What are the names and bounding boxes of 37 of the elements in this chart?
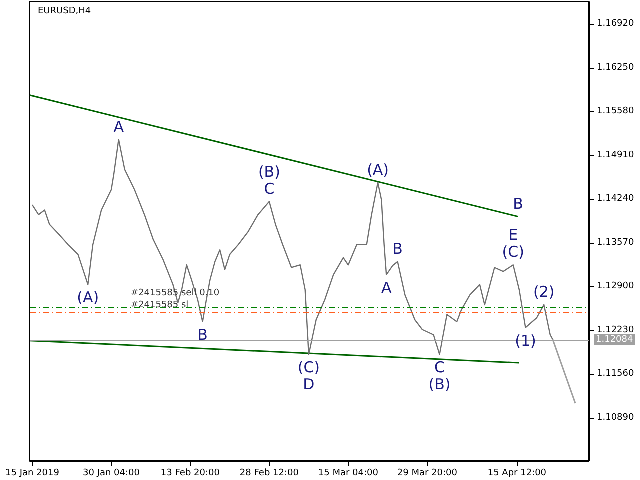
- y-tick-label: 1.16920: [597, 19, 634, 30]
- y-tick-label: 1.14910: [597, 150, 634, 160]
- y-tick-label: 1.13570: [597, 238, 634, 248]
- x-tick-label: 15 Jan 2019: [5, 468, 60, 478]
- annotation: (B): [428, 376, 451, 394]
- y-tick-label: 1.16250: [597, 62, 634, 73]
- annotation: E: [508, 226, 518, 244]
- annotation: B: [392, 240, 403, 258]
- annotation: (B): [258, 162, 280, 181]
- ref-line-label: #2415585 sl: [131, 300, 189, 311]
- annotation: (A): [77, 288, 100, 307]
- y-tick-label: 1.10890: [597, 412, 634, 423]
- annotation: (1): [515, 332, 536, 350]
- annotation: (C): [298, 358, 320, 377]
- annotation: (C): [502, 243, 524, 262]
- annotation: (A): [367, 160, 390, 179]
- annotation: B: [513, 194, 524, 213]
- text: EURUSD,H4: [38, 6, 92, 16]
- annotation: A: [114, 118, 125, 136]
- x-tick-label: 13 Feb 20:00: [160, 468, 220, 478]
- annotation: D: [303, 376, 315, 394]
- annotation: A: [381, 278, 392, 297]
- annotation: C: [264, 180, 275, 198]
- x-tick-label: 29 Mar 20:00: [397, 468, 458, 478]
- x-tick-label: 30 Jan 04:00: [82, 468, 140, 478]
- ref-line-label: 1.12084: [596, 334, 634, 345]
- annotation: C: [434, 358, 446, 377]
- y-tick-label: 1.15580: [597, 106, 634, 117]
- annotation: B: [198, 326, 208, 344]
- x-tick-label: 15 Apr 12:00: [488, 468, 547, 478]
- y-tick-label: 1.14240: [597, 194, 634, 204]
- annotation: (2): [533, 282, 555, 301]
- x-tick-label: 28 Feb 12:00: [240, 468, 300, 478]
- x-tick-label: 15 Mar 04:00: [318, 468, 379, 478]
- y-tick-label: 1.12230: [597, 325, 634, 336]
- y-tick-label: 1.12900: [597, 282, 634, 292]
- y-tick-label: 1.11560: [597, 369, 634, 380]
